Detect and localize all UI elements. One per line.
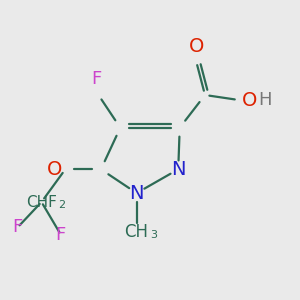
- Text: O: O: [242, 91, 257, 110]
- Text: N: N: [171, 160, 185, 179]
- Text: CHF: CHF: [26, 194, 57, 209]
- Text: CH: CH: [124, 223, 148, 241]
- Text: 2: 2: [58, 200, 65, 210]
- Text: F: F: [56, 226, 66, 244]
- Text: O: O: [188, 38, 204, 56]
- Text: O: O: [47, 160, 62, 179]
- Text: N: N: [129, 184, 144, 202]
- Text: H: H: [259, 91, 272, 109]
- Text: F: F: [92, 70, 102, 88]
- Text: 3: 3: [150, 230, 157, 240]
- Text: F: F: [13, 218, 23, 236]
